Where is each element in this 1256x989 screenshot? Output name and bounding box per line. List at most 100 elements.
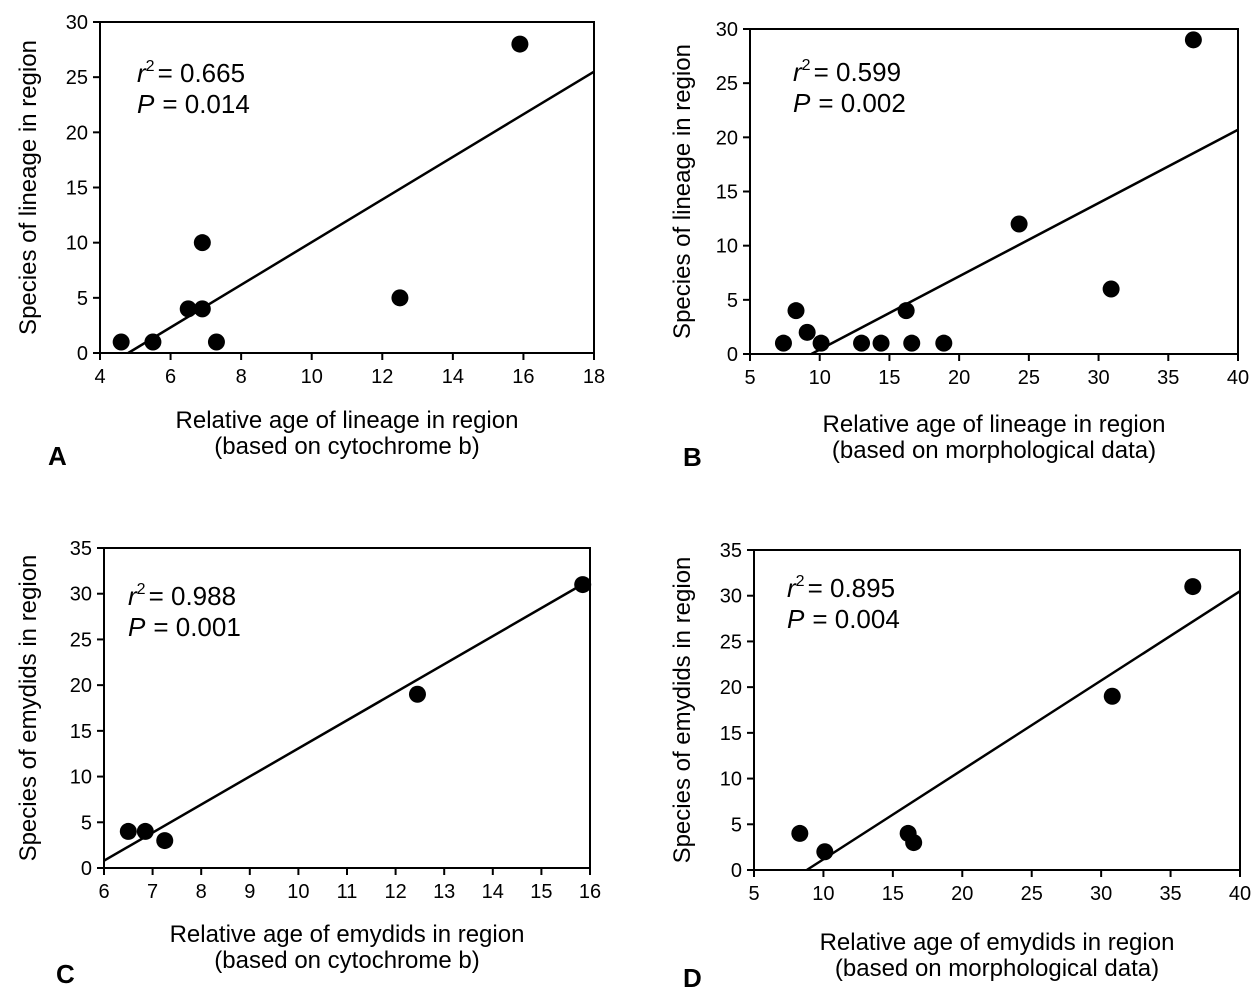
x-tick-label: 30 xyxy=(1087,367,1109,389)
p-value: = 0.001 xyxy=(153,612,240,642)
y-tick-label: 10 xyxy=(720,769,742,791)
data-point xyxy=(816,843,834,861)
y-axis-title: Species of emydids in region xyxy=(669,557,696,864)
p-value: = 0.004 xyxy=(812,604,899,634)
y-tick-label: 30 xyxy=(66,12,88,34)
data-point xyxy=(112,333,130,351)
y-tick-label: 20 xyxy=(66,122,88,144)
p-symbol: P xyxy=(787,604,805,634)
r-symbol: r xyxy=(787,573,797,603)
x-tick-label: 14 xyxy=(482,881,504,903)
x-tick-label: 16 xyxy=(512,366,534,388)
x-tick-label: 10 xyxy=(301,366,323,388)
data-point xyxy=(1010,215,1028,233)
data-point xyxy=(872,334,890,352)
x-tick-label: 30 xyxy=(1090,883,1112,905)
p-symbol: P xyxy=(793,88,811,118)
x-tick-label: 5 xyxy=(744,367,755,389)
data-point xyxy=(408,685,426,703)
r-symbol: r xyxy=(793,57,803,87)
y-tick-label: 30 xyxy=(716,19,738,41)
x-tick-label: 35 xyxy=(1159,883,1181,905)
r-squared-annotation: r2 = 0.599 xyxy=(793,57,901,87)
data-point xyxy=(791,824,809,842)
data-point xyxy=(119,822,137,840)
data-point xyxy=(812,334,830,352)
y-tick-label: 0 xyxy=(77,343,88,365)
y-tick-label: 5 xyxy=(727,290,738,312)
data-point xyxy=(391,289,409,307)
x-tick-label: 40 xyxy=(1227,367,1249,389)
data-point xyxy=(903,334,921,352)
p-value-annotation: P = 0.002 xyxy=(793,88,906,118)
plot-frame xyxy=(753,549,1241,871)
x-tick-label: 8 xyxy=(196,881,207,903)
y-tick-label: 15 xyxy=(66,178,88,200)
p-symbol: P xyxy=(137,89,155,119)
regression-line xyxy=(806,590,1241,872)
panel-label: D xyxy=(683,963,702,989)
x-tick-label: 11 xyxy=(337,881,358,903)
data-point xyxy=(798,323,816,341)
y-tick-label: 20 xyxy=(720,677,742,699)
y-tick-label: 35 xyxy=(70,538,92,560)
x-tick-label: 7 xyxy=(147,881,158,903)
x-axis-title: Relative age of lineage in region xyxy=(176,407,519,434)
y-tick-label: 5 xyxy=(81,812,92,834)
r-squared-value: = 0.988 xyxy=(149,581,236,611)
y-axis-title: Species of emydids in region xyxy=(15,555,42,862)
y-tick-label: 15 xyxy=(720,723,742,745)
data-point xyxy=(935,334,953,352)
data-point xyxy=(207,333,225,351)
y-tick-label: 30 xyxy=(70,584,92,606)
data-point xyxy=(1184,31,1202,49)
x-axis-subtitle: (based on morphological data) xyxy=(835,955,1159,982)
p-value-annotation: P = 0.014 xyxy=(137,89,250,119)
y-tick-label: 0 xyxy=(727,344,738,366)
y-tick-label: 0 xyxy=(81,858,92,880)
y-tick-label: 25 xyxy=(720,631,742,653)
data-point xyxy=(193,300,211,318)
r-squared-annotation: r2 = 0.988 xyxy=(128,581,236,611)
p-symbol: P xyxy=(128,612,146,642)
data-point xyxy=(1184,578,1202,596)
p-value: = 0.014 xyxy=(162,89,249,119)
x-tick-label: 16 xyxy=(579,881,601,903)
y-tick-label: 15 xyxy=(716,182,738,204)
data-point xyxy=(136,822,154,840)
data-point xyxy=(193,234,211,252)
r-squared-value: = 0.895 xyxy=(808,573,895,603)
y-tick-label: 25 xyxy=(66,67,88,89)
x-tick-label: 12 xyxy=(384,881,406,903)
regression-line xyxy=(810,128,1239,356)
y-tick-label: 35 xyxy=(720,540,742,562)
data-point xyxy=(905,834,923,852)
panel-label: A xyxy=(48,441,67,471)
data-point xyxy=(774,334,792,352)
panel-label: B xyxy=(683,442,702,472)
x-axis-title: Relative age of emydids in region xyxy=(170,921,525,948)
data-point xyxy=(787,302,805,320)
chart-panel-c: 6 7 8 9 10 11 12 13 14 15 16 0 5 10 15 20 25 30 35 r2 = 0.98… xyxy=(15,538,601,989)
r-squared-annotation: r2 = 0.665 xyxy=(137,58,245,88)
y-tick-label: 25 xyxy=(70,629,92,651)
r-exponent: 2 xyxy=(802,57,811,74)
p-value-annotation: P = 0.004 xyxy=(787,604,900,634)
y-tick-label: 10 xyxy=(66,233,88,255)
x-tick-label: 20 xyxy=(948,367,970,389)
x-tick-label: 9 xyxy=(244,881,255,903)
x-tick-label: 18 xyxy=(583,366,605,388)
data-point xyxy=(511,35,529,53)
y-tick-label: 0 xyxy=(731,860,742,882)
y-tick-label: 10 xyxy=(716,236,738,258)
r-squared-value: = 0.665 xyxy=(158,58,245,88)
x-tick-label: 4 xyxy=(94,366,105,388)
x-tick-label: 15 xyxy=(878,367,900,389)
data-point xyxy=(897,302,915,320)
x-tick-label: 6 xyxy=(98,881,109,903)
data-point xyxy=(144,333,162,351)
